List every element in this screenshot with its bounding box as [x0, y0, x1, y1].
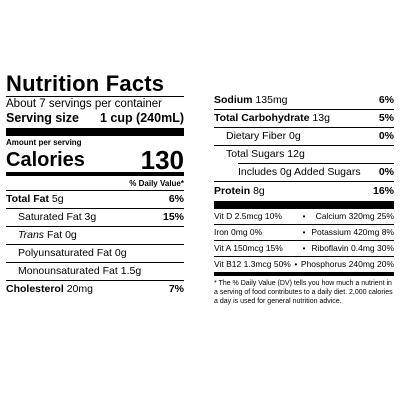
nutrient-row-dietary-fiber: Dietary Fiber 0g 0%: [214, 128, 394, 145]
calories-row: Calories 130: [6, 145, 184, 175]
nutrient-row-trans-fat: Trans Fat 0g: [6, 227, 184, 244]
nutrient-row-saturated-fat: Saturated Fat 3g 15%: [6, 209, 184, 226]
nutrient-row-protein: Protein 8g 16%: [214, 182, 394, 201]
divider: [6, 208, 184, 209]
daily-value-header: % Daily Value*: [129, 179, 184, 188]
divider: [6, 244, 184, 245]
divider: [214, 181, 394, 182]
nutrient-row-polyunsaturated-fat: Polyunsaturated Fat 0g: [6, 245, 184, 262]
nutrition-facts-title: Nutrition Facts: [6, 71, 165, 96]
nutrient-row-cholesterol: Cholesterol 20mg 7%: [6, 281, 184, 298]
vitamin-left: Vit A 150mcg 15%: [214, 243, 283, 253]
vitamin-left: Iron 0mg 0%: [214, 227, 263, 237]
nutrient-label: Trans: [18, 229, 45, 241]
vitamin-row: Vit D 2.5mcg 10% • Calcium 320mg 25%: [214, 209, 394, 224]
divider: [214, 109, 394, 110]
nutrient-dv: 0%: [378, 130, 394, 142]
nutrient-row-total-fat: Total Fat 5g 6%: [6, 191, 184, 208]
divider: [6, 280, 184, 281]
divider: [238, 163, 394, 164]
vitamin-row: Vit B12 1.3mcg 50% • Phosphorus 240mg 20…: [214, 257, 394, 272]
nutrient-label: Includes 0g Added Sugars: [238, 166, 361, 178]
nutrient-label: Monounsaturated Fat: [18, 265, 118, 277]
serving-size-value: 1 cup (240mL): [99, 111, 184, 125]
vitamin-right: Phosphorus 240mg 20%: [300, 259, 394, 269]
nutrient-label: Dietary Fiber 0g: [226, 130, 301, 142]
nutrient-label: Total Sugars 12g: [226, 148, 305, 160]
nutrient-amount: 3g: [84, 211, 97, 223]
nutrient-label: Saturated Fat: [18, 211, 82, 223]
nutrient-row-total-carbohydrate: Total Carbohydrate 13g 5%: [214, 110, 394, 127]
nutrient-label-rest: Fat 0g: [46, 229, 77, 241]
nutrient-amount: 5g: [51, 193, 64, 205]
divider: [214, 240, 394, 241]
nutrient-label: Total Carbohydrate: [214, 112, 310, 124]
nutrient-row-sodium: Sodium 135mg 6%: [214, 92, 394, 109]
bullet-icon: •: [302, 244, 306, 253]
nutrient-dv: 15%: [162, 211, 184, 223]
daily-value-footnote: * The % Daily Value (DV) tells you how m…: [214, 280, 393, 305]
nutrition-panel-right: Sodium 135mg 6% Total Carbohydrate 13g 5…: [214, 92, 394, 306]
amount-per-serving: Amount per serving: [6, 138, 82, 147]
divider-thick: [214, 201, 394, 209]
divider: [6, 190, 184, 191]
nutrient-label: Total Fat: [6, 193, 49, 205]
nutrient-dv: 6%: [168, 193, 184, 205]
nutrient-amount: 135mg: [255, 94, 288, 106]
bullet-icon: •: [302, 212, 306, 221]
divider: [214, 145, 394, 146]
nutrient-dv: 6%: [378, 94, 394, 106]
nutrient-label: Sodium: [214, 94, 253, 106]
nutrient-amount: 20mg: [66, 283, 93, 295]
vitamin-right: Potassium 420mg 8%: [311, 227, 394, 237]
nutrient-amount: 13g: [312, 112, 330, 124]
vitamin-row: Vit A 150mcg 15% • Riboflavin 0.4mg 30%: [214, 241, 394, 256]
divider-medium: [6, 172, 184, 176]
nutrient-dv: 0%: [378, 166, 394, 178]
nutrient-amount: 0g: [114, 247, 127, 259]
nutrient-dv: 16%: [372, 185, 394, 197]
vitamin-right: Riboflavin 0.4mg 30%: [311, 243, 394, 253]
nutrition-panel-left: Nutrition Facts About 7 servings per con…: [6, 72, 184, 298]
divider: [214, 256, 394, 257]
divider: [214, 224, 394, 225]
nutrient-amount: 8g: [253, 185, 265, 197]
divider-medium: [214, 272, 394, 276]
nutrient-amount: 1.5g: [120, 265, 142, 277]
nutrient-dv: 5%: [378, 112, 394, 124]
divider-thick: [6, 128, 184, 136]
divider: [6, 262, 184, 263]
nutrient-row-added-sugars: Includes 0g Added Sugars 0%: [214, 164, 394, 181]
serving-size-label: Serving size: [6, 111, 79, 125]
vitamin-left: Vit B12 1.3mcg 50%: [214, 259, 291, 269]
serving-size-row: Serving size 1 cup (240mL): [6, 111, 184, 128]
nutrient-label: Cholesterol: [6, 283, 64, 295]
nutrient-row-monounsaturated-fat: Monounsaturated Fat 1.5g: [6, 263, 184, 280]
divider: [214, 127, 394, 128]
bullet-icon: •: [294, 260, 298, 269]
nutrient-dv: 7%: [168, 283, 184, 295]
vitamin-row: Iron 0mg 0% • Potassium 420mg 8%: [214, 225, 394, 240]
vitamin-left: Vit D 2.5mcg 10%: [214, 211, 282, 221]
servings-per-container: About 7 servings per container: [6, 98, 162, 110]
calories-label: Calories: [6, 149, 85, 171]
divider: [6, 96, 184, 97]
nutrient-row-total-sugars: Total Sugars 12g: [214, 146, 394, 163]
vitamin-right: Calcium 320mg 25%: [315, 211, 394, 221]
calories-value: 130: [140, 145, 184, 175]
divider: [6, 226, 184, 227]
bullet-icon: •: [302, 228, 306, 237]
nutrient-label: Polyunsaturated Fat: [18, 247, 112, 259]
nutrient-label: Protein: [214, 185, 251, 197]
